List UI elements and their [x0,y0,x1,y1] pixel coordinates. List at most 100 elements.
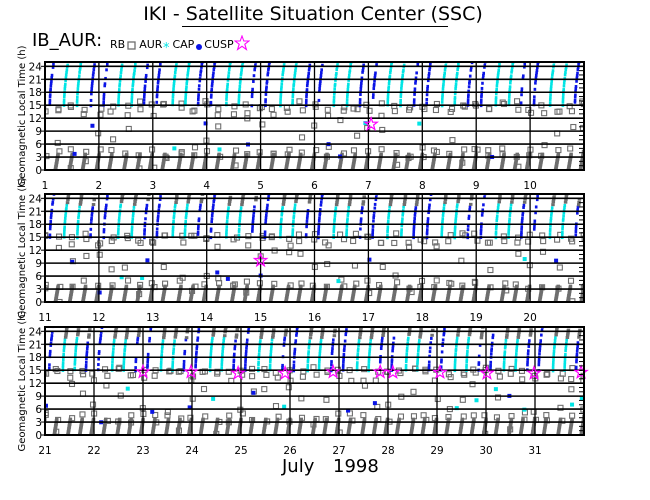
point-cap [442,331,446,335]
point-aur [237,227,241,231]
point-rb [232,147,240,154]
point-aur [131,84,135,88]
y-tick-label: 18 [29,87,42,99]
point-aur [133,69,136,73]
point-aur [453,92,457,96]
point-rb [152,411,159,419]
point-rb [569,238,576,245]
point-cap [184,338,188,342]
point-aur [549,218,553,222]
point-cap [441,341,445,345]
point-cap [90,211,94,215]
point-cap [265,81,269,85]
point-aur [124,338,127,342]
point-cap [470,62,474,65]
point-cap [539,339,543,343]
point-aur [118,79,122,83]
x-tick-label: 8 [419,180,426,192]
point-cap [142,98,146,102]
point-cap [146,358,150,362]
point-rb [88,328,92,332]
point-rb [397,413,405,420]
point-aur [332,100,336,104]
point-cap [146,360,149,364]
point-aur [226,216,229,220]
month-label: July [282,456,315,477]
point-aur [467,338,470,342]
point-rb [91,203,96,207]
point-rb [433,284,437,289]
point-cap [251,224,254,228]
x-tick-label: 23 [136,445,149,457]
point-rb [186,197,191,201]
point-aur [522,257,527,262]
point-rb [129,417,133,422]
point-cap [374,195,378,199]
point-rb [505,333,509,337]
point-cap [156,87,159,91]
point-cap [196,227,200,231]
point-aur [74,346,78,350]
point-rb [332,334,337,338]
point-aur [186,71,190,75]
point-cap [482,203,485,207]
point-cap [466,100,470,104]
point-aur [172,219,175,223]
point-cap [48,95,52,99]
point-rb [551,200,556,204]
point-cap [360,76,364,80]
point-cap [243,366,247,370]
point-aur [281,73,284,77]
point-aur [63,87,67,91]
point-aur [172,214,176,218]
point-aur [493,387,498,392]
y-tick-label: 21 [29,206,42,218]
point-cap [197,328,201,332]
point-aur [134,62,137,66]
point-cap [156,219,160,223]
point-cap [305,98,308,102]
point-cap [157,208,161,212]
point-aur [441,87,445,91]
point-aur [504,344,507,348]
point-aur [561,230,564,234]
point-cap [536,66,539,70]
point-rb [350,147,358,154]
point-cap [536,195,539,199]
y-tick-label: 12 [29,113,42,125]
point-cap [90,82,94,86]
point-rb [469,381,476,388]
point-cap [49,213,53,217]
point-rb [30,287,35,292]
point-rb [254,195,259,199]
point-rb [516,333,521,337]
point-aur [563,362,567,366]
point-aur [549,85,553,89]
point-cap [319,203,323,207]
point-rb [110,152,114,157]
point-rb [79,198,83,202]
point-rb [0,160,4,164]
point-cap [575,360,578,364]
point-cap [429,341,433,345]
point-rb [494,394,502,401]
point-aur [356,349,360,353]
point-aur [453,232,457,236]
point-aur [455,79,458,83]
point-aur [123,349,126,353]
point-cap [318,86,321,90]
point-rb [67,165,74,170]
point-aur [280,208,284,212]
point-cap [305,95,308,99]
point-aur [77,216,80,220]
point-aur [112,344,115,348]
point-rb [162,331,167,335]
point-cap [481,76,485,80]
point-aur [211,336,214,340]
point-rb [379,152,383,157]
point-cap [440,358,443,362]
point-aur [348,70,351,74]
point-cap [89,233,92,237]
point-cap [575,76,579,80]
point-cap [304,101,308,105]
